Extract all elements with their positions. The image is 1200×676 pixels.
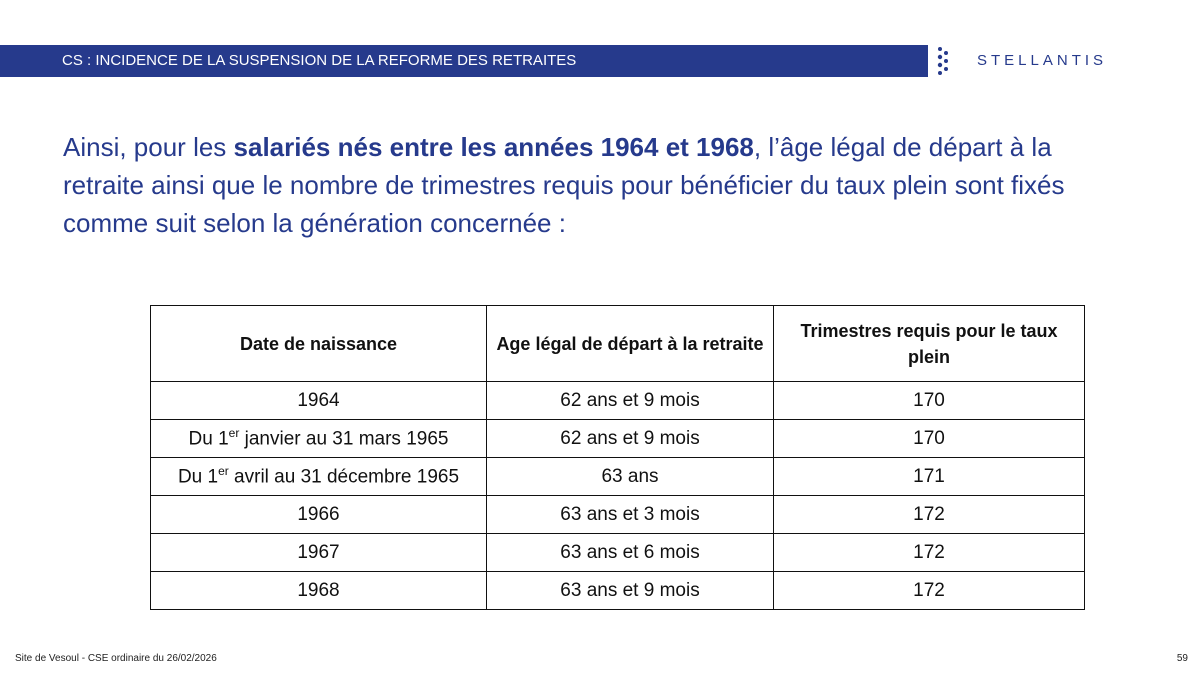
column-header: Trimestres requis pour le taux plein <box>773 305 1085 382</box>
table-row: 1968 63 ans et 9 mois 172 <box>150 571 1085 610</box>
header-row: Date de naissance Age légal de départ à l… <box>150 305 1085 382</box>
table-row: 1964 62 ans et 9 mois 170 <box>150 381 1085 420</box>
table-cell: 172 <box>773 571 1085 610</box>
table-cell: 62 ans et 9 mois <box>486 419 774 458</box>
table-row: Du 1er janvier au 31 mars 1965 62 ans et … <box>150 419 1085 458</box>
table-cell: 1964 <box>150 381 487 420</box>
table-cell: 63 ans et 9 mois <box>486 571 774 610</box>
superscript: er <box>228 426 240 441</box>
column-header: Age légal de départ à la retraite <box>486 305 774 382</box>
intro-part: , l’âge légal de départ à la retraite ai… <box>63 132 1065 238</box>
table-cell: 63 ans et 3 mois <box>486 495 774 534</box>
intro-part: Ainsi, pour les <box>63 132 234 162</box>
table-row: 1967 63 ans et 6 mois 172 <box>150 533 1085 572</box>
cell-text: janvier au 31 mars 1965 <box>239 428 449 450</box>
superscript: er <box>218 464 229 479</box>
cell-text: avril au 31 décembre 1965 <box>228 466 460 488</box>
table-row: 1966 63 ans et 3 mois 172 <box>150 495 1085 534</box>
logo-icon <box>937 47 948 75</box>
table-row: Du 1er avril au 31 décembre 1965 63 ans 17… <box>150 457 1085 496</box>
footer-text: Site de Vesoul - CSE ordinaire du 26/02/… <box>15 653 217 664</box>
table-cell: 63 ans <box>486 457 774 496</box>
table-cell: 170 <box>773 419 1085 458</box>
page-number: 59 <box>1176 653 1188 664</box>
table-cell: 172 <box>773 533 1085 572</box>
table-cell: Du 1er avril au 31 décembre 1965 <box>150 457 487 496</box>
header-title: CS : INCIDENCE DE LA SUSPENSION DE LA RE… <box>62 52 577 69</box>
column-header: Date de naissance <box>150 305 487 382</box>
intro-text: Ainsi, pour les salariés nés entre les a… <box>63 128 1123 242</box>
logo-text: STELLANTIS <box>977 52 1108 69</box>
table-body: 1964 62 ans et 9 mois 170 Du 1er janvier au… <box>150 381 1085 610</box>
table-cell: 1966 <box>150 495 487 534</box>
table-cell: 1967 <box>150 533 487 572</box>
table: Date de naissance Age légal de départ à l… <box>150 305 1085 610</box>
cell-text: Du 1 <box>177 466 219 488</box>
table-cell: 1968 <box>150 571 487 610</box>
table-cell: 170 <box>773 381 1085 420</box>
cell-text: Du 1 <box>188 428 229 450</box>
table-cell: 63 ans et 6 mois <box>486 533 774 572</box>
table-cell: 172 <box>773 495 1085 534</box>
table-cell: Du 1er janvier au 31 mars 1965 <box>150 419 487 458</box>
table-cell: 171 <box>773 457 1085 496</box>
intro-bold: salariés nés entre les années 1964 et 19… <box>233 132 754 162</box>
table-cell: 62 ans et 9 mois <box>486 381 774 420</box>
header-band: CS : INCIDENCE DE LA SUSPENSION DE LA RE… <box>0 45 928 77</box>
